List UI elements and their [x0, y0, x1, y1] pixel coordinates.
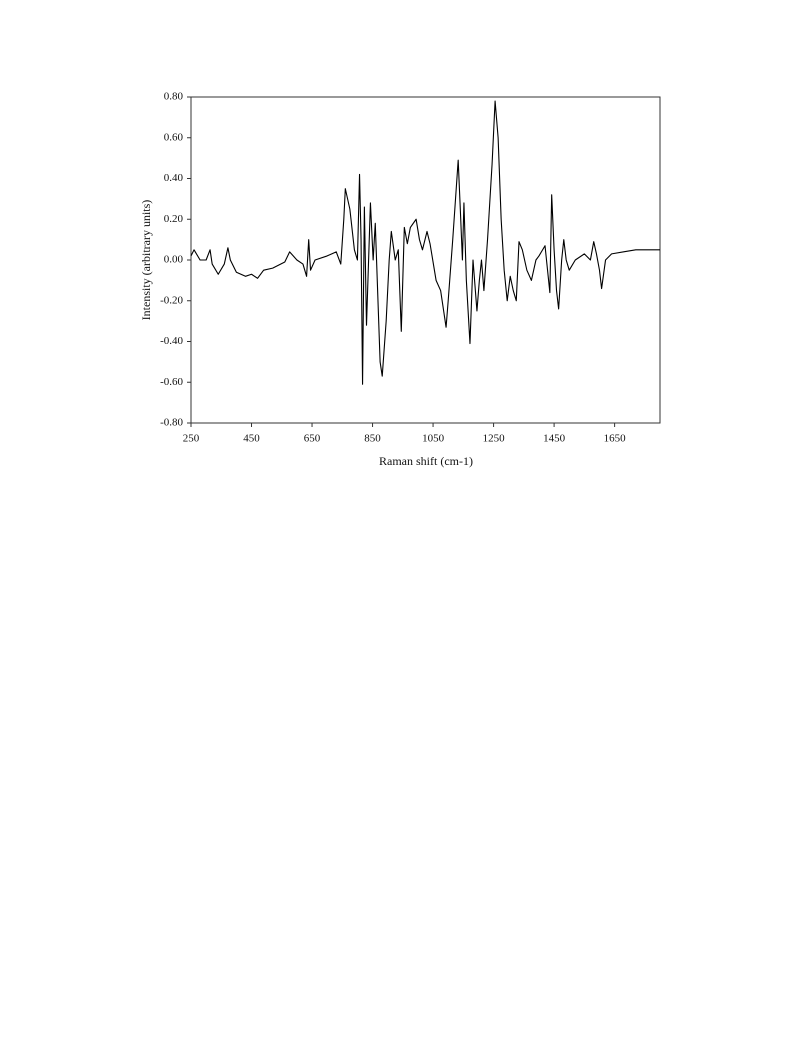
x-tick-label: 1650 — [604, 433, 627, 445]
x-tick-label: 250 — [183, 433, 200, 445]
x-tick-label: 1450 — [543, 433, 566, 445]
data-line — [190, 100, 660, 385]
x-tick-label: 450 — [243, 433, 260, 445]
y-tick-label: 0.20 — [164, 213, 184, 225]
x-tick-label: 1250 — [483, 433, 506, 445]
y-tick-label: 0.40 — [164, 172, 184, 184]
y-tick-label: -0.20 — [160, 294, 183, 306]
x-tick-label: 1050 — [422, 433, 445, 445]
x-axis-title: Raman shift (cm-1) — [379, 454, 473, 468]
x-tick-label: 850 — [364, 433, 381, 445]
x-tick-label: 650 — [304, 433, 321, 445]
y-axis-title: Intensity (arbitrary units) — [139, 200, 153, 321]
y-tick-label: -0.60 — [160, 376, 183, 388]
y-tick-label: -0.80 — [160, 417, 183, 429]
y-tick-label: 0.00 — [164, 254, 184, 266]
y-tick-label: -0.40 — [160, 335, 183, 347]
y-tick-label: 0.80 — [164, 91, 184, 103]
y-tick-label: 0.60 — [164, 131, 184, 143]
